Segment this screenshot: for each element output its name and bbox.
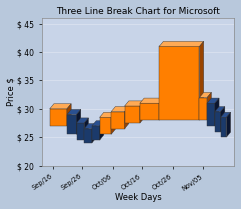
Polygon shape (159, 46, 200, 120)
Polygon shape (111, 112, 125, 129)
Polygon shape (50, 109, 67, 126)
Polygon shape (100, 117, 111, 134)
Polygon shape (84, 118, 88, 140)
Polygon shape (125, 106, 140, 123)
Polygon shape (215, 107, 225, 112)
Polygon shape (92, 121, 104, 126)
Polygon shape (125, 107, 129, 129)
Polygon shape (159, 41, 204, 46)
Polygon shape (50, 104, 71, 109)
Polygon shape (140, 103, 159, 120)
Polygon shape (221, 117, 226, 137)
Polygon shape (111, 112, 115, 134)
Polygon shape (92, 126, 100, 140)
Polygon shape (140, 98, 163, 103)
Polygon shape (100, 121, 104, 140)
Polygon shape (200, 98, 207, 120)
Polygon shape (125, 101, 144, 106)
Polygon shape (67, 110, 81, 115)
Polygon shape (200, 41, 204, 120)
Polygon shape (92, 124, 96, 143)
Polygon shape (221, 107, 225, 131)
Polygon shape (207, 98, 219, 103)
Polygon shape (215, 112, 221, 131)
Polygon shape (111, 107, 129, 112)
Polygon shape (221, 112, 231, 117)
Polygon shape (77, 118, 88, 123)
Polygon shape (207, 92, 211, 120)
Y-axis label: Price $: Price $ (7, 78, 16, 106)
Polygon shape (140, 101, 144, 123)
Title: Three Line Break Chart for Microsoft: Three Line Break Chart for Microsoft (56, 7, 220, 16)
Polygon shape (84, 129, 92, 143)
Polygon shape (207, 103, 215, 126)
Polygon shape (67, 104, 71, 126)
Polygon shape (84, 124, 96, 129)
Polygon shape (67, 115, 77, 134)
Polygon shape (100, 112, 115, 117)
Polygon shape (200, 92, 211, 98)
Polygon shape (226, 112, 231, 137)
Polygon shape (159, 98, 163, 120)
Polygon shape (77, 110, 81, 134)
Polygon shape (215, 98, 219, 126)
X-axis label: Week Days: Week Days (115, 193, 161, 202)
Polygon shape (77, 123, 84, 140)
